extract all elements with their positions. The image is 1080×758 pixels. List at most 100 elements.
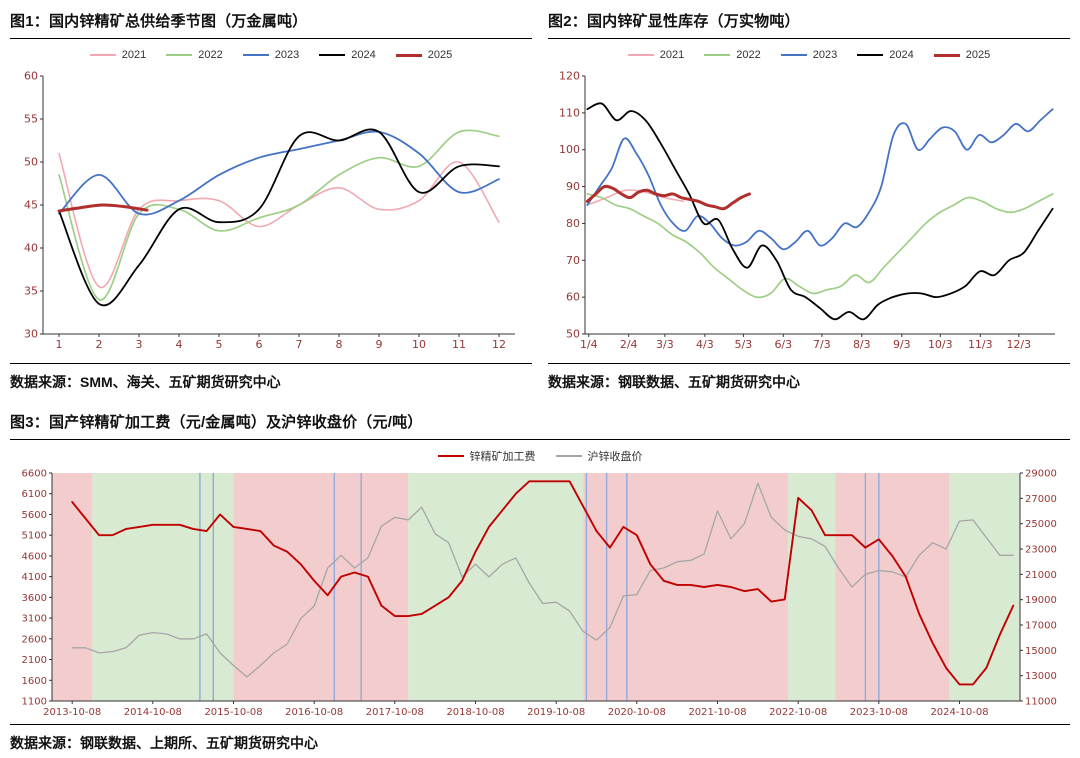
svg-text:6: 6 xyxy=(256,338,263,351)
svg-text:110: 110 xyxy=(559,106,580,119)
svg-text:3600: 3600 xyxy=(22,593,47,604)
legend-label: 锌精矿加工费 xyxy=(469,451,536,463)
legend-line-swatch xyxy=(627,54,654,56)
svg-text:2019-10-08: 2019-10-08 xyxy=(527,707,585,718)
svg-text:2018-10-08: 2018-10-08 xyxy=(446,707,504,718)
legend-line-swatch xyxy=(437,455,464,457)
svg-text:12: 12 xyxy=(492,338,506,351)
svg-text:1600: 1600 xyxy=(22,676,47,687)
svg-text:6600: 6600 xyxy=(22,469,47,480)
svg-text:27000: 27000 xyxy=(1025,494,1057,505)
svg-text:9: 9 xyxy=(376,338,383,351)
legend-item: 锌精矿加工费 xyxy=(437,448,536,464)
svg-text:60: 60 xyxy=(24,70,38,83)
svg-text:5100: 5100 xyxy=(22,531,47,542)
svg-text:8: 8 xyxy=(336,338,343,351)
legend-label: 2025 xyxy=(965,49,991,61)
legend-item: 2021 xyxy=(89,49,146,61)
svg-text:3: 3 xyxy=(136,338,143,351)
fig2-title: 图2：国内锌矿显性库存（万实物吨） xyxy=(548,6,1070,39)
svg-text:21000: 21000 xyxy=(1025,570,1057,581)
legend-label: 2024 xyxy=(351,49,376,61)
svg-text:50: 50 xyxy=(24,156,38,169)
fig1-source: 数据来源：SMM、海关、五矿期货研究中心 xyxy=(10,363,532,397)
fig2-chart: 50 60 70 80 90 100 110 120 1/4 2/4 3/3 4/3 5/3 6/3 7/3… xyxy=(559,70,1055,351)
svg-text:4100: 4100 xyxy=(22,572,47,583)
svg-text:2013-10-08: 2013-10-08 xyxy=(43,707,101,718)
svg-text:4/3: 4/3 xyxy=(696,338,714,351)
legend-label: 2021 xyxy=(659,49,685,61)
svg-text:3/3: 3/3 xyxy=(656,338,674,351)
svg-text:30: 30 xyxy=(24,328,38,341)
svg-text:2022-10-08: 2022-10-08 xyxy=(769,707,827,718)
legend-item: 2022 xyxy=(166,49,223,61)
svg-text:29000: 29000 xyxy=(1025,469,1057,480)
fig2-source: 数据来源：钢联数据、五矿期货研究中心 xyxy=(548,363,1070,397)
svg-text:100: 100 xyxy=(559,143,580,156)
svg-text:2600: 2600 xyxy=(22,634,47,645)
fig3-legend: 锌精矿加工费 沪锌收盘价 xyxy=(10,445,1070,467)
svg-text:9/3: 9/3 xyxy=(893,338,911,351)
svg-text:1/4: 1/4 xyxy=(580,338,598,351)
svg-text:2: 2 xyxy=(96,338,103,351)
legend-item: 2022 xyxy=(704,49,761,61)
legend-line-swatch xyxy=(780,54,807,56)
fig1-legend: 2021 2022 2023 2024 2025 xyxy=(10,44,532,66)
legend-label: 2025 xyxy=(427,49,453,61)
legend-label: 2023 xyxy=(812,49,838,61)
panel-fig3: 图3：国产锌精矿加工费（元/金属吨）及沪锌收盘价（元/吨） 锌精矿加工费 沪锌收盘… xyxy=(10,407,1070,758)
svg-text:35: 35 xyxy=(24,285,38,298)
svg-text:2020-10-08: 2020-10-08 xyxy=(608,707,666,718)
legend-item: 2023 xyxy=(780,49,838,61)
svg-text:23000: 23000 xyxy=(1025,545,1057,556)
svg-text:5600: 5600 xyxy=(22,510,47,521)
legend-line-swatch xyxy=(166,54,193,56)
svg-text:2/4: 2/4 xyxy=(620,338,638,351)
svg-text:19000: 19000 xyxy=(1025,595,1057,606)
legend-line-swatch xyxy=(395,53,422,57)
svg-text:70: 70 xyxy=(566,254,580,267)
legend-line-swatch xyxy=(857,54,884,56)
svg-text:1: 1 xyxy=(56,338,63,351)
fig1-title: 图1：国内锌精矿总供给季节图（万金属吨） xyxy=(10,6,532,39)
svg-text:13000: 13000 xyxy=(1025,671,1057,682)
svg-text:25000: 25000 xyxy=(1025,519,1057,530)
svg-text:11: 11 xyxy=(452,338,466,351)
svg-text:10: 10 xyxy=(412,338,426,351)
svg-text:2023-10-08: 2023-10-08 xyxy=(850,707,908,718)
svg-text:3100: 3100 xyxy=(22,614,47,625)
fig1-body: 2021 2022 2023 2024 2025 30 35 40 45 50 55 60 1 2 3 4 5… xyxy=(10,39,532,360)
svg-text:1100: 1100 xyxy=(22,697,47,708)
fig3-title: 图3：国产锌精矿加工费（元/金属吨）及沪锌收盘价（元/吨） xyxy=(10,407,1070,440)
legend-label: 沪锌收盘价 xyxy=(587,451,643,463)
legend-item: 2021 xyxy=(627,49,685,61)
svg-text:2015-10-08: 2015-10-08 xyxy=(204,707,262,718)
svg-text:2016-10-08: 2016-10-08 xyxy=(285,707,343,718)
legend-item: 2025 xyxy=(395,49,453,61)
svg-text:10/3: 10/3 xyxy=(928,338,953,351)
legend-label: 2024 xyxy=(889,49,914,61)
legend-line-swatch xyxy=(555,455,582,457)
legend-line-swatch xyxy=(704,54,731,56)
legend-label: 2023 xyxy=(274,49,300,61)
svg-text:40: 40 xyxy=(24,242,38,255)
svg-text:8/3: 8/3 xyxy=(853,338,871,351)
svg-text:17000: 17000 xyxy=(1025,621,1057,632)
svg-text:55: 55 xyxy=(24,113,38,126)
fig2-legend: 2021 2022 2023 2024 2025 xyxy=(548,44,1070,66)
svg-text:7: 7 xyxy=(296,338,303,351)
legend-line-swatch xyxy=(933,53,960,57)
svg-text:4600: 4600 xyxy=(22,551,47,562)
legend-line-swatch xyxy=(319,54,346,56)
svg-text:4: 4 xyxy=(176,338,183,351)
fig3-chart: 1100 1600 2100 2600 3100 3600 4100 4600 5100 5600… xyxy=(22,469,1057,719)
panel-fig1: 图1：国内锌精矿总供给季节图（万金属吨） 2021 2022 2023 2024 202… xyxy=(10,6,532,397)
svg-text:5: 5 xyxy=(216,338,223,351)
svg-text:45: 45 xyxy=(24,199,38,212)
svg-text:120: 120 xyxy=(559,70,580,83)
top-row: 图1：国内锌精矿总供给季节图（万金属吨） 2021 2022 2023 2024 202… xyxy=(10,6,1070,397)
svg-text:7/3: 7/3 xyxy=(813,338,831,351)
legend-line-swatch xyxy=(89,54,116,56)
